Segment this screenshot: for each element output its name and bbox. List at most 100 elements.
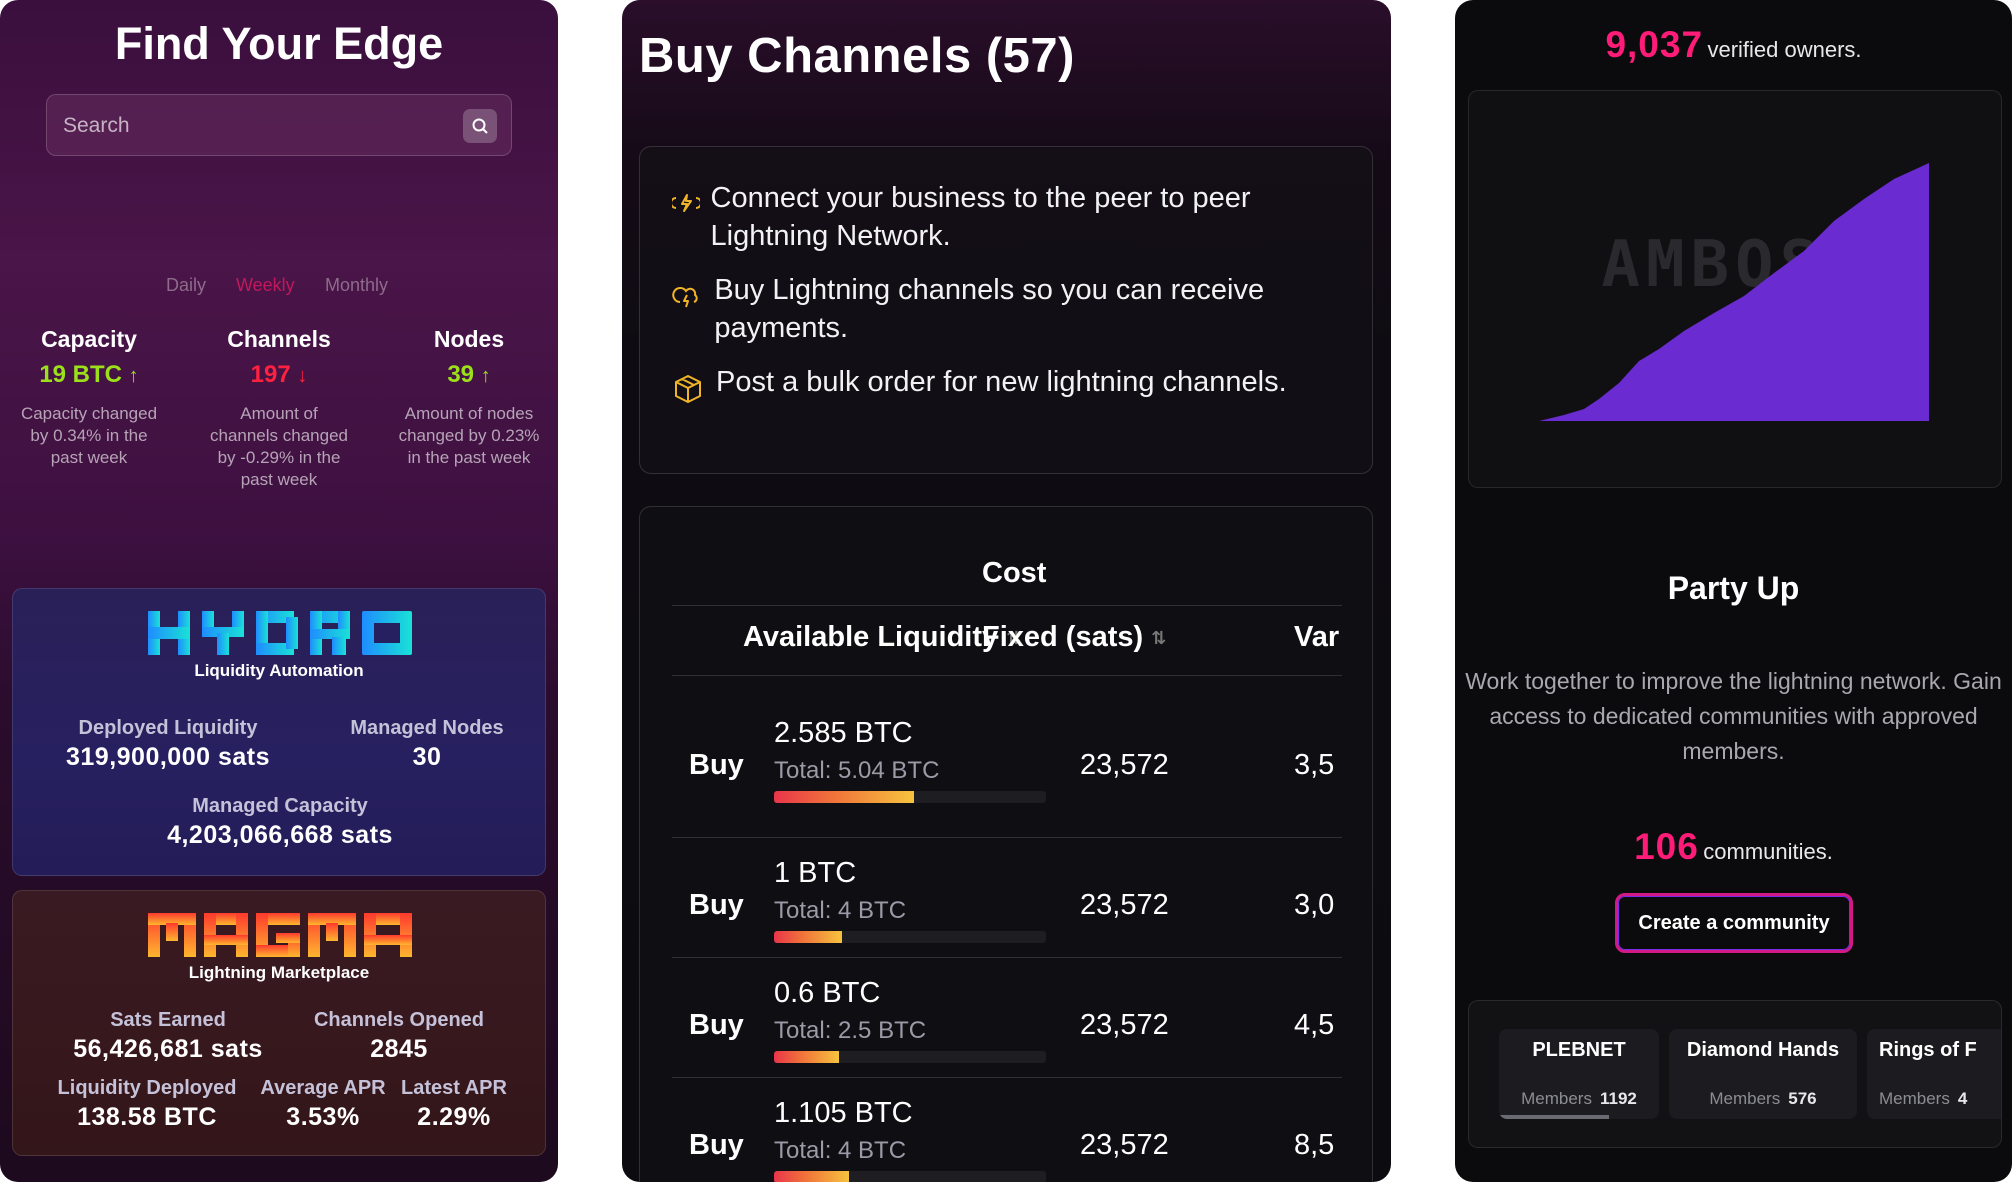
- stat-value: 19 BTC ↑: [39, 361, 139, 388]
- arrow-down-icon: ↓: [297, 365, 308, 387]
- available-liquidity: 1 BTC: [774, 857, 857, 889]
- buy-button[interactable]: Buy: [689, 749, 744, 781]
- owners-count: 9,037: [1605, 24, 1704, 65]
- community-card-plebnet[interactable]: PLEBNET Members 1192: [1499, 1029, 1659, 1119]
- search-placeholder: Search: [63, 114, 130, 137]
- fixed-header[interactable]: Fixed (sats) ⇅: [982, 621, 1167, 653]
- hydro-subtitle: Liquidity Automation: [194, 661, 364, 680]
- available-liquidity: 0.6 BTC: [774, 977, 881, 1009]
- search-icon[interactable]: [463, 109, 497, 143]
- owners-label: verified owners.: [1707, 37, 1862, 62]
- liquidity-header[interactable]: Available Liquidity ⇅: [743, 621, 1022, 653]
- community-members: Members 4: [1879, 1089, 1968, 1108]
- magma-subtitle: Lightning Marketplace: [188, 963, 370, 982]
- stat-nodes: Nodes 39 ↑ Amount of nodes changed by 0.2…: [384, 326, 554, 469]
- fixed-cost: 23,572: [1080, 889, 1169, 921]
- communities-count-line: 106 communities.: [1455, 826, 2012, 868]
- fixed-cost: 23,572: [1080, 749, 1169, 781]
- magma-card[interactable]: Lightning Marketplace Sats Earned 56,426…: [12, 890, 546, 1156]
- stat-description: Amount of nodes changed by 0.23% in the pa…: [398, 404, 540, 467]
- community-name: PLEBNET: [1532, 1039, 1626, 1061]
- buy-channels-panel: Buy Channels (57) Connect your business …: [622, 0, 1391, 1182]
- liquidity-bar: [774, 1051, 1046, 1063]
- scroll-indicator: [1499, 1115, 1609, 1119]
- latest-apr: Latest APR 2.29%: [401, 1077, 507, 1131]
- channels-table: Cost Available Liquidity ⇅ Fixed (sats) …: [639, 506, 1373, 1182]
- communities-count: 106: [1634, 826, 1699, 867]
- cost-header: Cost: [982, 557, 1047, 589]
- liquidity-bar: [774, 1171, 1046, 1182]
- hydro-logo: [148, 611, 412, 655]
- variable-cost: 3,0: [1294, 889, 1335, 921]
- stat-value: 39 ↑: [447, 361, 491, 388]
- variable-header[interactable]: Var: [1294, 621, 1340, 653]
- period-monthly[interactable]: Monthly: [325, 275, 389, 295]
- buy-button[interactable]: Buy: [689, 1129, 744, 1161]
- party-up-description: Work together to improve the lightning n…: [1465, 668, 2002, 764]
- variable-cost: 8,5: [1294, 1129, 1335, 1161]
- communities-label: communities.: [1703, 839, 1833, 864]
- buy-button[interactable]: Buy: [689, 1009, 744, 1041]
- channels-opened: Channels Opened 2845: [313, 1009, 485, 1063]
- community-name: Rings of F: [1879, 1039, 1977, 1061]
- arrow-up-icon: ↑: [480, 365, 491, 387]
- community-panel: 9,037 verified owners. AMBOSS Party Up W…: [1455, 0, 2012, 1182]
- available-liquidity: 2.585 BTC: [774, 717, 913, 749]
- info-item: Buy Lightning channels so you can receiv…: [672, 271, 1372, 347]
- stat-channels: Channels 197 ↓ Amount of channels changed…: [194, 326, 364, 491]
- managed-capacity: Managed Capacity 4,203,066,668 sats: [167, 795, 393, 849]
- hydro-card[interactable]: Liquidity Automation Deployed Liquidity …: [12, 588, 546, 876]
- stat-label: Nodes: [433, 326, 505, 352]
- community-name: Diamond Hands: [1686, 1039, 1840, 1061]
- total-liquidity: Total: 2.5 BTC: [774, 1017, 927, 1044]
- growth-area-chart: AMBOSS: [1539, 163, 1929, 421]
- community-members: Members 576: [1709, 1089, 1817, 1108]
- arrow-up-icon: ↑: [128, 365, 139, 387]
- variable-cost: 4,5: [1294, 1009, 1335, 1041]
- period-daily[interactable]: Daily: [166, 275, 207, 295]
- explore-panel: Find Your Edge Search Daily Weekly Month…: [0, 0, 558, 1182]
- cloud-lightning-icon: [672, 281, 704, 316]
- liquidity-deployed: Liquidity Deployed 138.58 BTC: [57, 1077, 237, 1131]
- managed-nodes: Managed Nodes 30: [350, 717, 504, 771]
- community-card-diamond-hands[interactable]: Diamond Hands Members 576: [1669, 1029, 1857, 1119]
- growth-chart: AMBOSS: [1468, 90, 2002, 488]
- community-list: PLEBNET Members 1192 Diamond Hands Member…: [1468, 1000, 2002, 1148]
- page-title: Buy Channels (57): [639, 29, 1075, 83]
- total-liquidity: Total: 4 BTC: [774, 897, 907, 924]
- growth-area: [1539, 163, 1929, 421]
- box-icon: [672, 373, 706, 410]
- info-item: Post a bulk order for new lightning chan…: [672, 363, 1287, 410]
- search-input[interactable]: Search: [46, 94, 512, 156]
- liquidity-bar: [774, 931, 1046, 943]
- stat-value: 197 ↓: [250, 361, 308, 388]
- create-community-button[interactable]: Create a community: [1615, 893, 1853, 953]
- total-liquidity: Total: 4 BTC: [774, 1137, 907, 1164]
- stat-label: Capacity: [41, 326, 137, 352]
- fixed-cost: 23,572: [1080, 1009, 1169, 1041]
- liquidity-bar: [774, 791, 1046, 803]
- sort-icon[interactable]: ⇅: [1006, 627, 1022, 648]
- verified-owners: 9,037 verified owners.: [1455, 24, 2012, 66]
- fixed-cost: 23,572: [1080, 1129, 1169, 1161]
- buy-button[interactable]: Buy: [689, 889, 744, 921]
- community-card-rings[interactable]: Rings of F Members 4: [1867, 1029, 2001, 1119]
- stat-capacity: Capacity 19 BTC ↑ Capacity changed by 0.3…: [4, 326, 174, 469]
- party-up-title: Party Up: [1667, 570, 1800, 606]
- period-weekly[interactable]: Weekly: [236, 275, 295, 295]
- stat-description: Capacity changed by 0.34% in the past week: [20, 404, 158, 467]
- community-members: Members 1192: [1521, 1089, 1637, 1108]
- sort-icon[interactable]: ⇅: [1151, 627, 1167, 648]
- variable-cost: 3,5: [1294, 749, 1335, 781]
- sats-earned: Sats Earned 56,426,681 sats: [73, 1009, 263, 1063]
- deployed-liquidity: Deployed Liquidity 319,900,000 sats: [65, 717, 270, 771]
- available-liquidity: 1.105 BTC: [774, 1097, 913, 1129]
- total-liquidity: Total: 5.04 BTC: [774, 757, 940, 784]
- average-apr: Average APR 3.53%: [260, 1077, 386, 1131]
- stat-label: Channels: [227, 326, 331, 352]
- info-box: Connect your business to the peer to pee…: [639, 146, 1373, 474]
- lightning-plug-icon: [670, 189, 702, 222]
- info-item: Connect your business to the peer to pee…: [670, 179, 1372, 255]
- stat-description: Amount of channels changed by -0.29% in th…: [209, 404, 348, 489]
- magma-logo: [148, 913, 412, 957]
